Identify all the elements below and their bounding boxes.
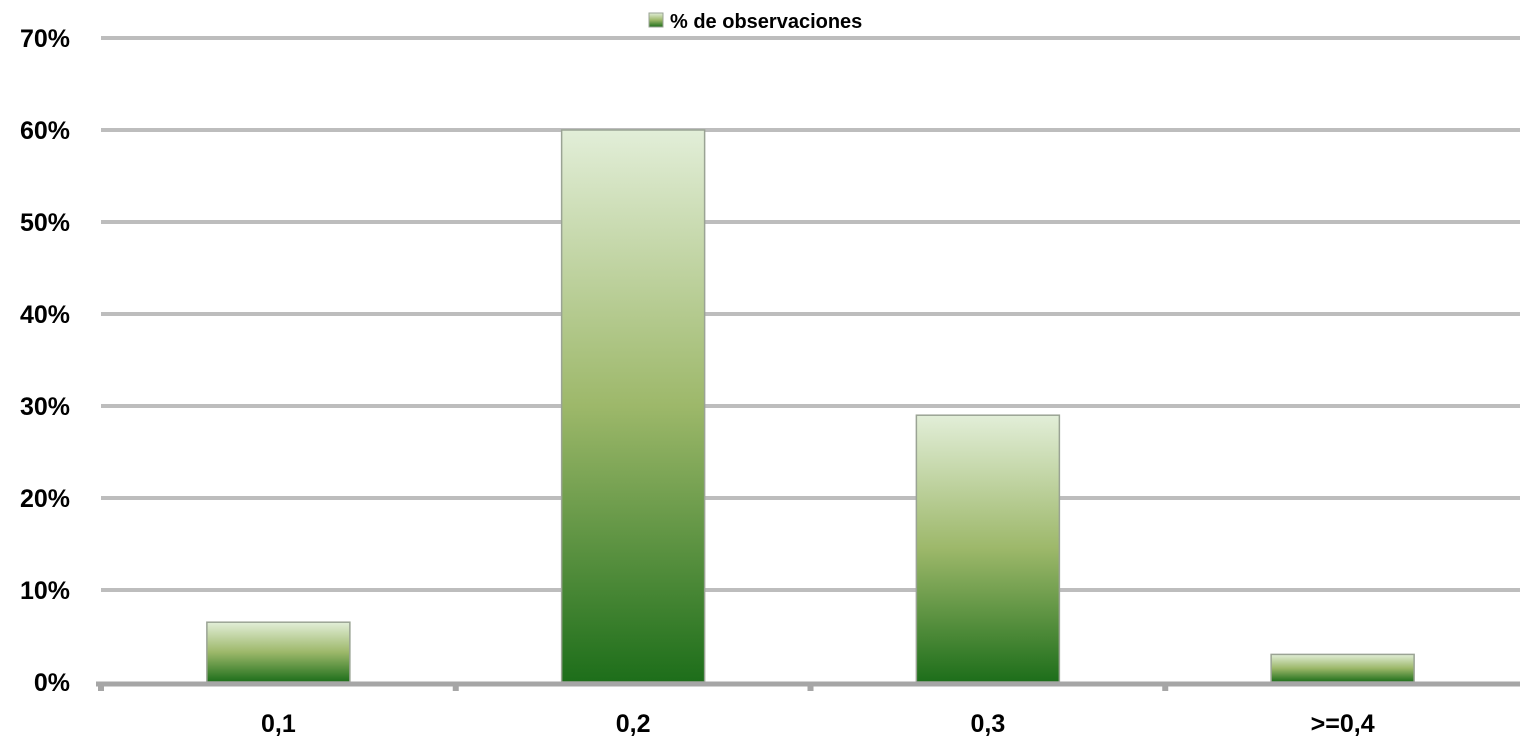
bars bbox=[206, 129, 1415, 683]
x-axis-category-labels: 0,1 0,2 0,3 >=0,4 bbox=[261, 710, 1375, 738]
legend-swatch bbox=[648, 12, 664, 28]
x-category-label: 0,3 bbox=[970, 710, 1005, 738]
legend-label: % de observaciones bbox=[670, 11, 862, 33]
x-category-label: 0,1 bbox=[261, 710, 296, 738]
x-category-label: 0,2 bbox=[616, 710, 651, 738]
bar bbox=[206, 621, 351, 683]
y-tick-label: 70% bbox=[20, 25, 70, 53]
y-tick-label: 60% bbox=[20, 117, 70, 145]
y-tick-label: 50% bbox=[20, 209, 70, 237]
y-tick-label: 30% bbox=[20, 393, 70, 421]
y-tick-label: 10% bbox=[20, 577, 70, 605]
y-axis-tick-labels: 0% 10% 20% 30% 40% 50% 60% 70% bbox=[20, 25, 70, 697]
x-axis bbox=[96, 681, 1520, 691]
bar bbox=[1270, 653, 1415, 683]
bar bbox=[915, 414, 1061, 683]
y-tick-label: 0% bbox=[34, 669, 70, 697]
y-tick-label: 20% bbox=[20, 485, 70, 513]
gridlines bbox=[101, 36, 1520, 592]
x-category-label: >=0,4 bbox=[1311, 710, 1375, 738]
y-tick-label: 40% bbox=[20, 301, 70, 329]
bar bbox=[560, 129, 706, 683]
legend: % de observaciones bbox=[648, 11, 862, 33]
